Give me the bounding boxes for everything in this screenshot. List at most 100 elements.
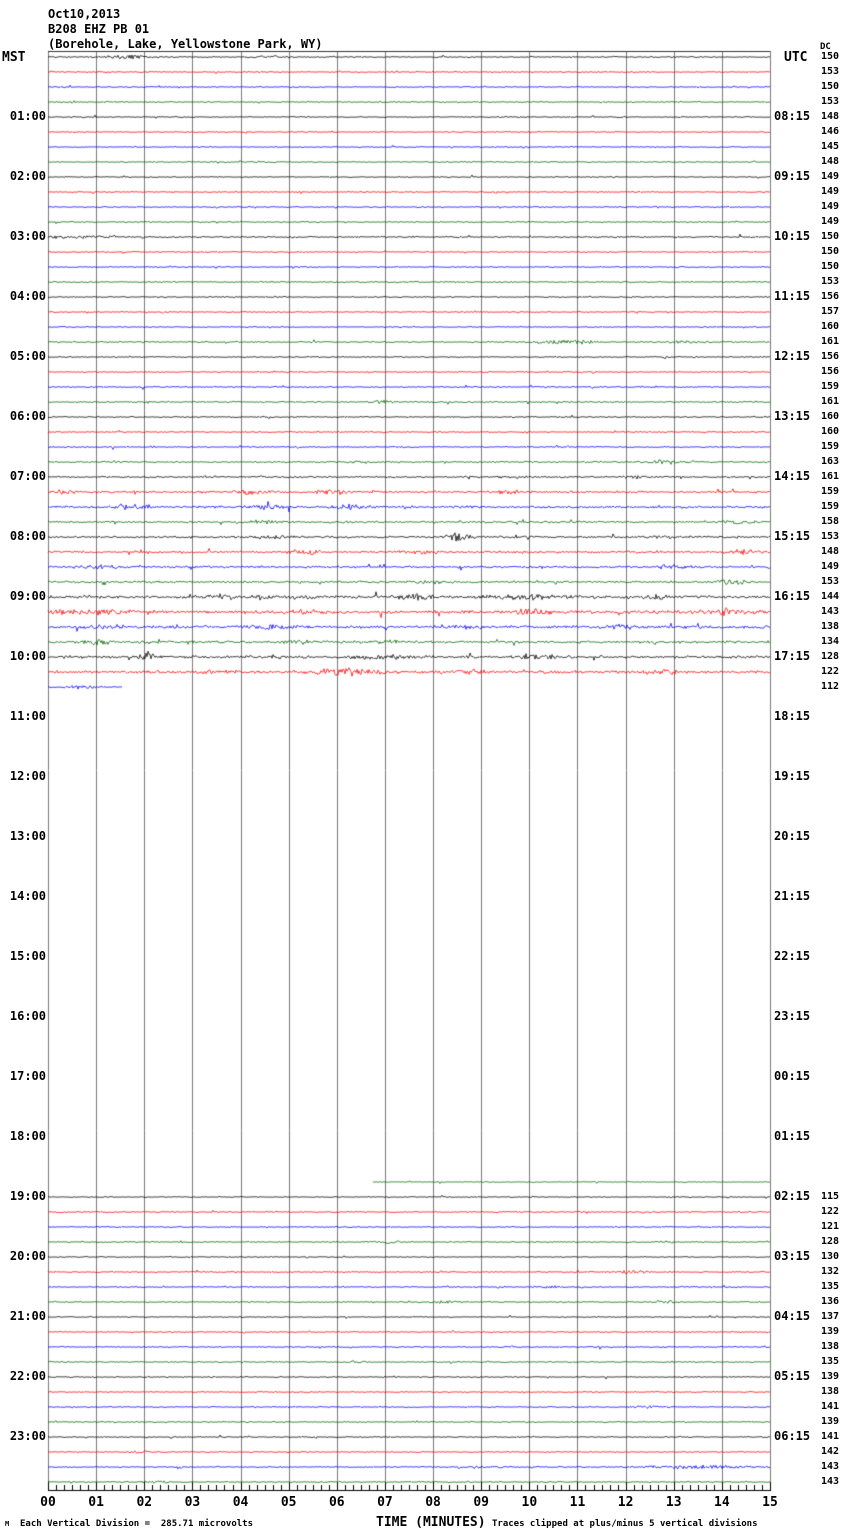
dc-offset-value: 139 xyxy=(821,1416,840,1427)
corner-mark: M xyxy=(5,1520,10,1528)
utc-time-label: 13:15 xyxy=(774,409,811,423)
dc-offset-value: 150 xyxy=(821,261,840,272)
dc-offset-value: 141 xyxy=(821,1431,840,1442)
dc-offset-value: 132 xyxy=(821,1266,840,1277)
mst-time-label: 01:00 xyxy=(9,109,46,123)
utc-time-label: 00:15 xyxy=(774,1069,811,1083)
dc-offset-value: 156 xyxy=(821,366,840,377)
dc-offset-value: 149 xyxy=(821,561,840,572)
minute-tick-label: 14 xyxy=(714,1495,730,1510)
x-axis-title: TIME (MINUTES) xyxy=(376,1515,486,1530)
minute-tick-label: 01 xyxy=(88,1495,104,1510)
utc-time-label: 06:15 xyxy=(774,1429,811,1443)
minute-tick-label: 10 xyxy=(521,1495,538,1510)
utc-time-label: 08:15 xyxy=(774,109,811,123)
dc-offset-value: 145 xyxy=(821,141,840,152)
utc-time-label: 04:15 xyxy=(774,1309,811,1323)
minute-tick-label: 02 xyxy=(136,1495,153,1510)
utc-time-label: 10:15 xyxy=(774,229,811,243)
dc-offset-value: 138 xyxy=(821,621,840,632)
dc-offset-value: 158 xyxy=(821,516,840,527)
dc-offset-value: 128 xyxy=(821,1236,840,1247)
dc-offset-value: 135 xyxy=(821,1356,840,1367)
dc-offset-value: 138 xyxy=(821,1386,840,1397)
dc-offset-value: 150 xyxy=(821,51,840,62)
dc-column-header: DC xyxy=(820,42,831,52)
mst-time-label: 06:00 xyxy=(9,409,46,423)
mst-time-label: 16:00 xyxy=(9,1009,46,1023)
dc-offset-value: 142 xyxy=(821,1446,840,1457)
dc-offset-value: 148 xyxy=(821,156,840,167)
utc-time-label: 14:15 xyxy=(774,469,811,483)
dc-offset-value: 143 xyxy=(821,1476,840,1487)
dc-offset-value: 137 xyxy=(821,1311,840,1322)
mst-time-label: 13:00 xyxy=(9,829,46,843)
utc-time-label: 17:15 xyxy=(774,649,811,663)
dc-offset-value: 143 xyxy=(821,606,840,617)
dc-offset-value: 153 xyxy=(821,276,840,287)
dc-offset-value: 163 xyxy=(821,456,840,467)
minute-tick-label: 15 xyxy=(762,1495,778,1510)
mst-time-label: 14:00 xyxy=(9,889,46,903)
utc-time-label: 11:15 xyxy=(774,289,811,303)
mst-time-label: 05:00 xyxy=(9,349,46,363)
dc-offset-value: 161 xyxy=(821,471,840,482)
utc-time-label: 01:15 xyxy=(774,1129,811,1143)
mst-time-label: 04:00 xyxy=(9,289,46,303)
mst-time-label: 02:00 xyxy=(9,169,46,183)
mst-time-label: 19:00 xyxy=(9,1189,46,1203)
dc-offset-value: 128 xyxy=(821,651,840,662)
dc-offset-value: 159 xyxy=(821,441,840,452)
mst-time-label: 18:00 xyxy=(9,1129,46,1143)
utc-time-label: 23:15 xyxy=(774,1009,811,1023)
mst-time-label: 15:00 xyxy=(9,949,46,963)
minute-tick-label: 05 xyxy=(280,1495,297,1510)
utc-time-label: 03:15 xyxy=(774,1249,811,1263)
dc-offset-value: 112 xyxy=(821,681,840,692)
utc-time-label: 09:15 xyxy=(774,169,811,183)
mst-time-label: 23:00 xyxy=(9,1429,46,1443)
dc-offset-value: 135 xyxy=(821,1281,840,1292)
mst-time-label: 17:00 xyxy=(9,1069,46,1083)
dc-offset-value: 156 xyxy=(821,351,840,362)
dc-offset-value: 161 xyxy=(821,396,840,407)
station-code: B208 EHZ PB 01 xyxy=(48,22,150,36)
utc-time-label: 18:15 xyxy=(774,709,811,723)
dc-offset-value: 156 xyxy=(821,291,840,302)
minute-tick-label: 07 xyxy=(377,1495,393,1510)
utc-time-label: 15:15 xyxy=(774,529,811,543)
dc-offset-value: 160 xyxy=(821,426,840,437)
mst-time-label: 22:00 xyxy=(9,1369,46,1383)
dc-offset-value: 153 xyxy=(821,66,840,77)
dc-offset-value: 153 xyxy=(821,96,840,107)
dc-offset-value: 139 xyxy=(821,1326,840,1337)
dc-offset-value: 150 xyxy=(821,231,840,242)
minute-tick-label: 06 xyxy=(328,1495,345,1510)
division-scale-note: Each Vertical Division = 285.71 microvol… xyxy=(20,1519,253,1529)
utc-time-label: 12:15 xyxy=(774,349,811,363)
dc-offset-value: 159 xyxy=(821,486,840,497)
mst-time-label: 07:00 xyxy=(9,469,46,483)
dc-offset-value: 148 xyxy=(821,546,840,557)
dc-offset-value: 161 xyxy=(821,336,840,347)
dc-offset-value: 122 xyxy=(821,1206,840,1217)
dc-offset-value: 157 xyxy=(821,306,840,317)
dc-offset-value: 134 xyxy=(821,636,840,647)
dc-offset-value: 159 xyxy=(821,381,840,392)
dc-offset-value: 153 xyxy=(821,576,840,587)
dc-offset-value: 130 xyxy=(821,1251,840,1262)
utc-time-label: 22:15 xyxy=(774,949,811,963)
dc-offset-value: 122 xyxy=(821,666,840,677)
dc-offset-value: 149 xyxy=(821,201,840,212)
dc-offset-value: 160 xyxy=(821,411,840,422)
dc-offset-value: 153 xyxy=(821,531,840,542)
dc-offset-value: 159 xyxy=(821,501,840,512)
minute-tick-label: 12 xyxy=(617,1495,634,1510)
mst-time-label: 03:00 xyxy=(9,229,46,243)
dc-offset-value: 138 xyxy=(821,1341,840,1352)
dc-offset-value: 115 xyxy=(821,1191,840,1202)
mst-time-label: 09:00 xyxy=(9,589,46,603)
dc-offset-value: 121 xyxy=(821,1221,840,1232)
utc-time-label: 19:15 xyxy=(774,769,811,783)
